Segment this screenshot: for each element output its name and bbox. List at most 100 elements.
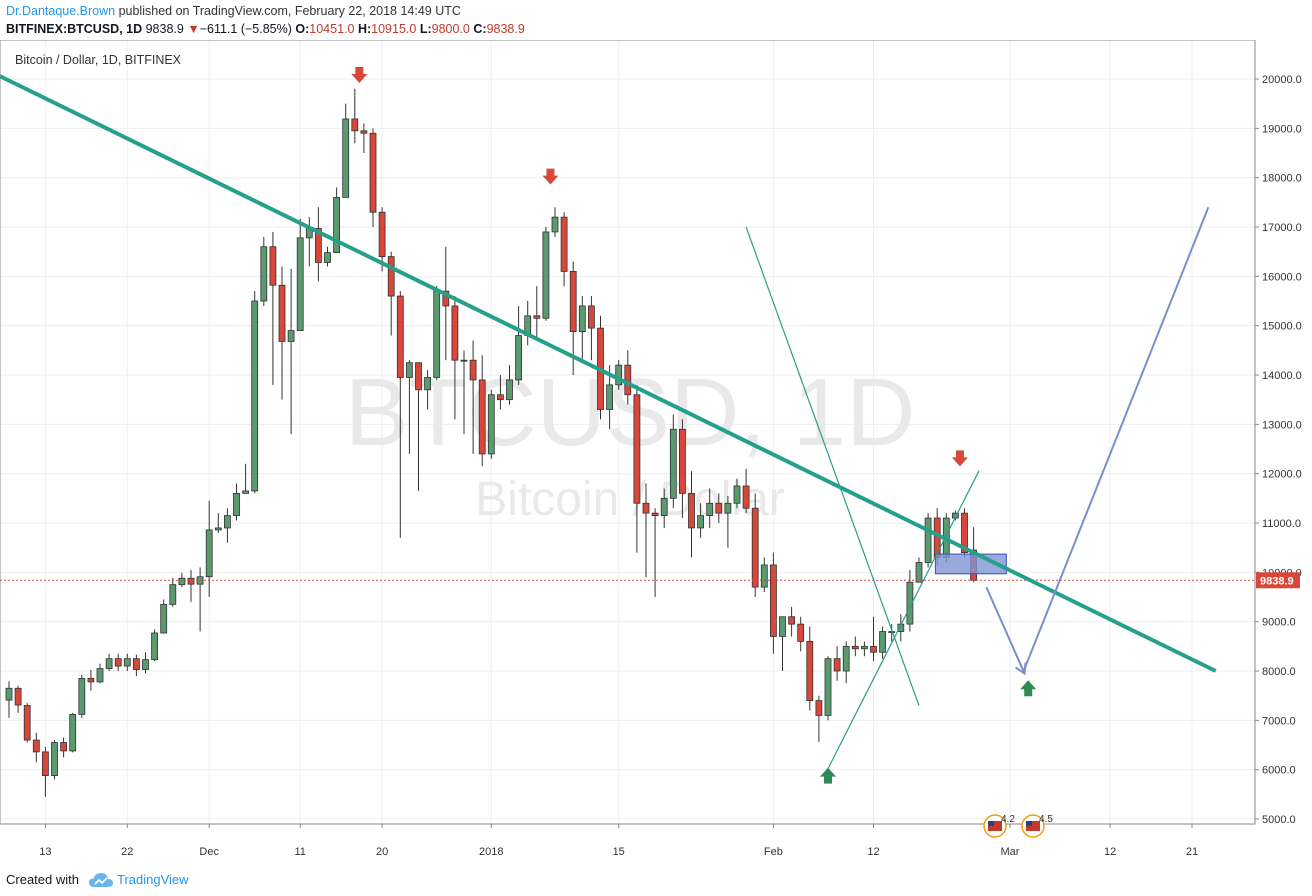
y-tick-label: 15000.0: [1262, 321, 1302, 333]
low-label: L:: [419, 22, 432, 36]
candle-body: [396, 295, 404, 378]
candle-up: [615, 360, 623, 390]
candle-down: [815, 695, 823, 743]
candle-down: [415, 362, 422, 491]
candle-down: [496, 375, 504, 410]
drawing-annotations: [0, 67, 1255, 784]
candle-down: [715, 493, 723, 523]
time-axis[interactable]: 13 22 Dec 11 20 2018 15 Feb 12 Mar 12 21: [39, 824, 1198, 858]
candle-up: [915, 557, 923, 583]
candle-body: [151, 632, 159, 661]
candle-body: [806, 641, 814, 702]
candle-body: [333, 196, 341, 254]
indicator-badges[interactable]: 4.2 4.5: [983, 814, 1053, 838]
candle-up: [551, 207, 559, 237]
candle-body: [815, 700, 823, 716]
last-price: 9838.9: [145, 22, 184, 36]
candle-body: [405, 362, 413, 378]
secondary-downtrend-line: [745, 226, 920, 706]
candle-body: [123, 658, 131, 667]
candle-body: [906, 581, 914, 625]
candle-body: [515, 335, 522, 381]
y-tick-label: 8000.0: [1262, 666, 1296, 678]
candle-up: [123, 653, 131, 671]
indicator-badge[interactable]: 4.5: [1021, 814, 1053, 838]
footer: Created with TradingView: [0, 864, 1312, 896]
candle-up: [515, 305, 522, 385]
price-chart[interactable]: BTCUSD, 1D Bitcoin / Dollar 5000.06000.0…: [0, 40, 1312, 864]
candle-up: [160, 599, 168, 634]
candle-body: [797, 623, 805, 642]
tradingview-link[interactable]: TradingView: [117, 872, 189, 887]
candle-down: [114, 653, 122, 671]
open-label: O:: [295, 22, 310, 36]
candle-body: [32, 739, 40, 753]
candle-body: [433, 290, 441, 378]
candle-up: [924, 513, 932, 568]
x-tick-label: 20: [376, 846, 388, 858]
x-tick-label: 11: [294, 846, 305, 858]
candle-up: [879, 626, 886, 659]
price-axis[interactable]: 5000.06000.07000.08000.09000.010000.0110…: [1255, 74, 1302, 826]
candlestick-series: [5, 88, 977, 797]
candle-body: [78, 678, 86, 715]
candle-up: [578, 296, 586, 361]
candle-up: [405, 360, 413, 454]
x-tick-label: 12: [1104, 846, 1116, 858]
chart-legend: Bitcoin / Dollar, 1D, BITFINEX: [15, 53, 182, 67]
candle-body: [469, 359, 477, 381]
candle-up: [223, 508, 231, 543]
candle-down: [369, 128, 377, 227]
x-tick-label: 22: [121, 846, 133, 858]
candle-down: [742, 468, 750, 514]
candle-body: [542, 231, 550, 319]
publish-line: Dr.Dantaque.Brown published on TradingVi…: [6, 4, 461, 18]
indicator-badge[interactable]: 4.2: [983, 814, 1015, 838]
candle-down: [797, 616, 805, 652]
candle-body: [178, 577, 186, 586]
candle-down: [560, 212, 568, 287]
candle-body: [460, 359, 468, 362]
candle-down: [851, 636, 859, 657]
y-tick-label: 6000.0: [1262, 765, 1296, 777]
candle-body: [251, 300, 259, 492]
candle-body: [870, 645, 877, 653]
candle-body: [278, 284, 286, 342]
candle-body: [269, 246, 277, 286]
candle-body: [706, 502, 714, 516]
candle-body: [506, 379, 513, 401]
candle-up: [424, 370, 432, 410]
open-value: 10451.0: [309, 22, 355, 36]
candle-down: [442, 246, 450, 361]
candle-body: [5, 687, 13, 701]
candle-body: [624, 364, 632, 396]
candle-body: [724, 502, 732, 514]
author-link[interactable]: Dr.Dantaque.Brown: [6, 4, 116, 18]
candle-body: [296, 237, 304, 331]
candle-down: [588, 296, 595, 361]
candle-down: [60, 737, 67, 758]
x-tick-label: 12: [867, 846, 879, 858]
x-tick-label: Feb: [764, 846, 783, 858]
y-tick-label: 11000.0: [1262, 518, 1301, 530]
created-with-text: Created with: [6, 872, 79, 887]
candle-down: [642, 483, 650, 578]
candle-up: [296, 218, 304, 331]
up-arrow-icon: [1020, 680, 1037, 697]
y-tick-label: 7000.0: [1262, 715, 1296, 727]
candle-up: [260, 236, 268, 306]
candle-body: [342, 118, 350, 198]
x-tick-label: Dec: [199, 846, 219, 858]
candle-body: [961, 512, 968, 553]
badge-value: 4.2: [1001, 814, 1015, 825]
candle-up: [233, 483, 240, 521]
candle-body: [96, 668, 104, 683]
y-tick-label: 9000.0: [1262, 617, 1296, 629]
candle-body: [779, 616, 786, 637]
y-tick-label: 12000.0: [1262, 469, 1302, 481]
candle-body: [861, 645, 868, 650]
down-arrow-icon: [951, 450, 968, 467]
y-tick-label: 18000.0: [1262, 173, 1302, 185]
candle-body: [132, 658, 140, 670]
candle-body: [314, 228, 322, 263]
